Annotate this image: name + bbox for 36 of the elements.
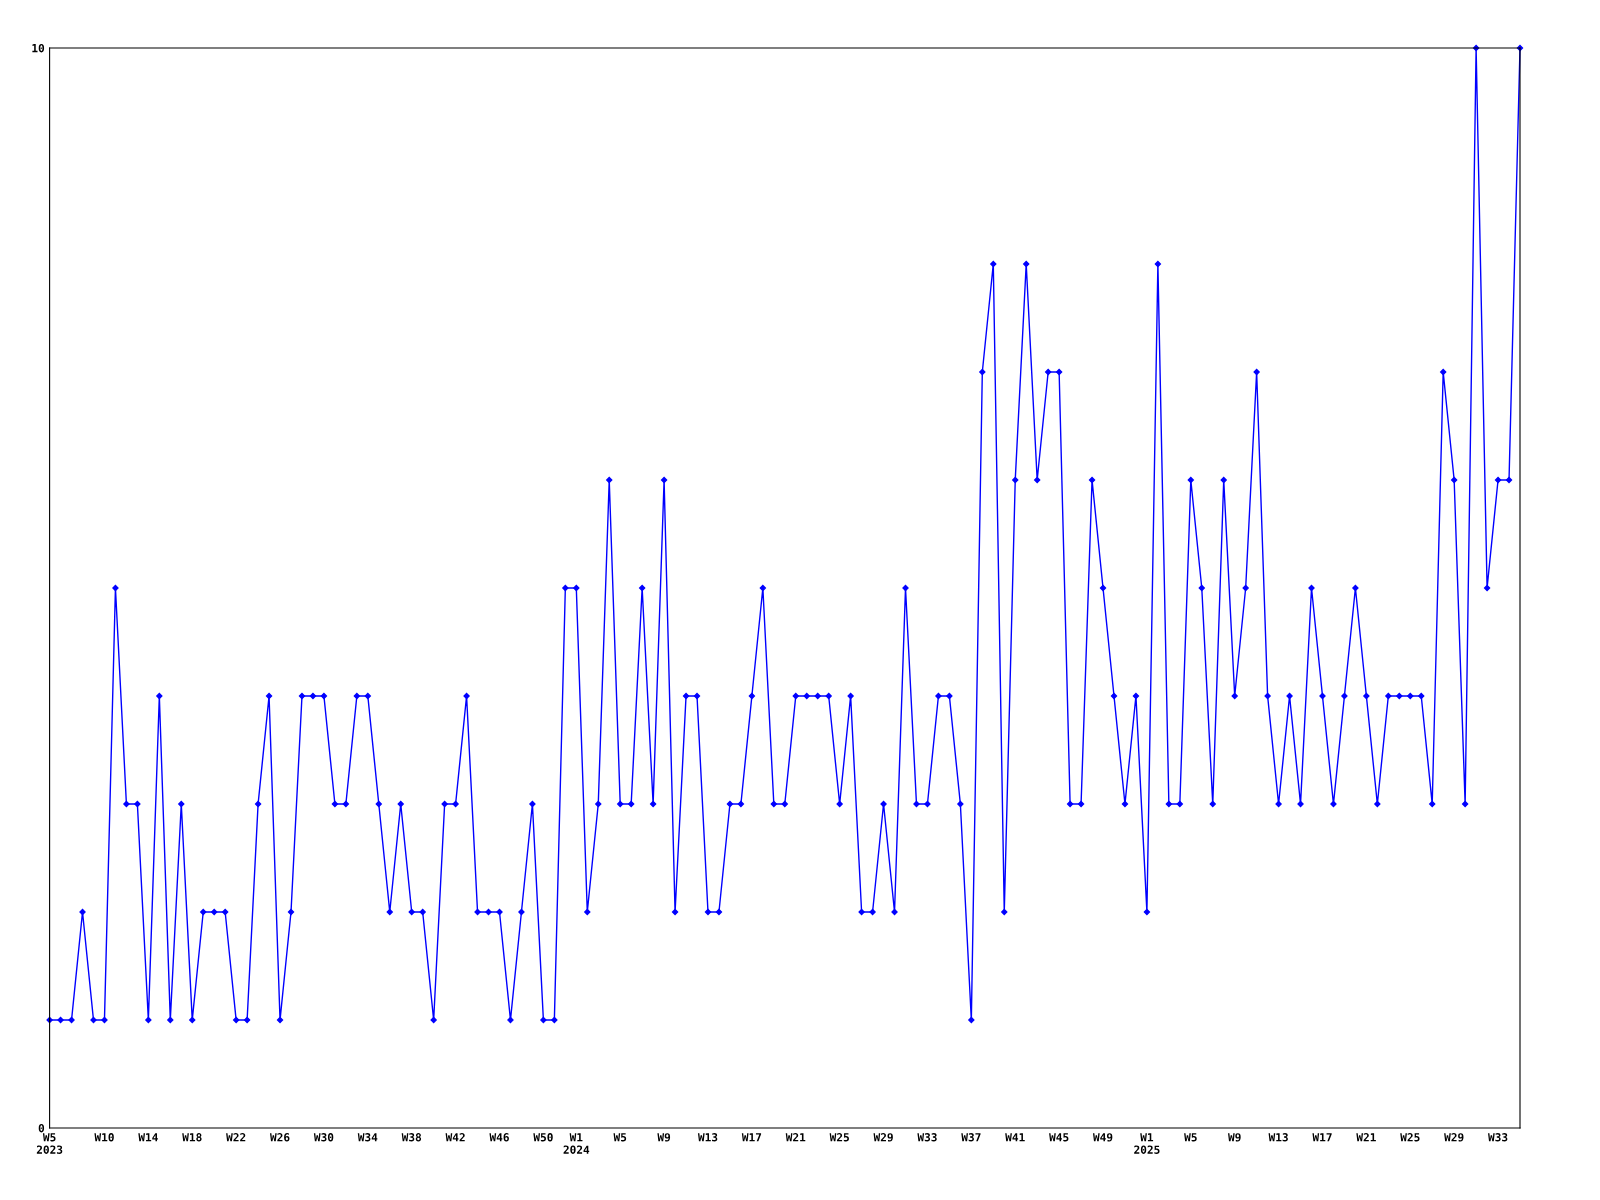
x-tick-label: W29 — [1444, 1133, 1464, 1142]
x-tick-label: W1 2024 — [563, 1133, 590, 1154]
x-tick-label: W45 — [1049, 1133, 1069, 1142]
x-tick-label: W29 — [873, 1133, 893, 1142]
y-tick-label: 10 — [32, 43, 45, 53]
x-tick-label: W26 — [270, 1133, 290, 1142]
x-tick-label: W17 — [741, 1133, 762, 1142]
x-tick-label: W37 — [961, 1133, 981, 1142]
x-tick-label: W46 — [489, 1133, 509, 1142]
x-tick-label: W33 — [917, 1133, 937, 1142]
x-tick-label: W5 — [1184, 1133, 1197, 1142]
y-tick-label: 0 — [38, 1123, 45, 1133]
x-tick-label: W21 — [1356, 1133, 1376, 1142]
x-tick-label: W25 — [1400, 1133, 1420, 1142]
x-tick-label: W9 — [1228, 1133, 1241, 1142]
x-tick-label: W22 — [226, 1133, 246, 1142]
x-tick-label: W5 2023 — [36, 1133, 63, 1154]
x-tick-label: W50 — [533, 1133, 553, 1142]
x-tick-label: W13 — [697, 1133, 718, 1142]
x-tick-label: W49 — [1092, 1133, 1113, 1142]
x-tick-label: W18 — [182, 1133, 202, 1142]
x-tick-label: W34 — [357, 1133, 378, 1142]
x-tick-label: W41 — [1005, 1133, 1025, 1142]
x-tick-label: W25 — [829, 1133, 849, 1142]
x-tick-label: W13 — [1268, 1133, 1288, 1142]
x-tick-label: W17 — [1312, 1133, 1332, 1142]
x-tick-label: W30 — [313, 1133, 334, 1142]
x-tick-label: W10 — [94, 1133, 114, 1142]
x-tick-label: W33 — [1488, 1133, 1508, 1142]
x-tick-label: W21 — [785, 1133, 806, 1142]
x-tick-label: W1 2025 — [1134, 1133, 1160, 1154]
x-tick-label: W38 — [401, 1133, 422, 1142]
x-tick-label: W5 — [613, 1133, 627, 1142]
x-tick-label: W42 — [445, 1133, 465, 1142]
x-tick-label: W14 — [138, 1133, 158, 1142]
x-tick-label: W9 — [657, 1133, 671, 1142]
